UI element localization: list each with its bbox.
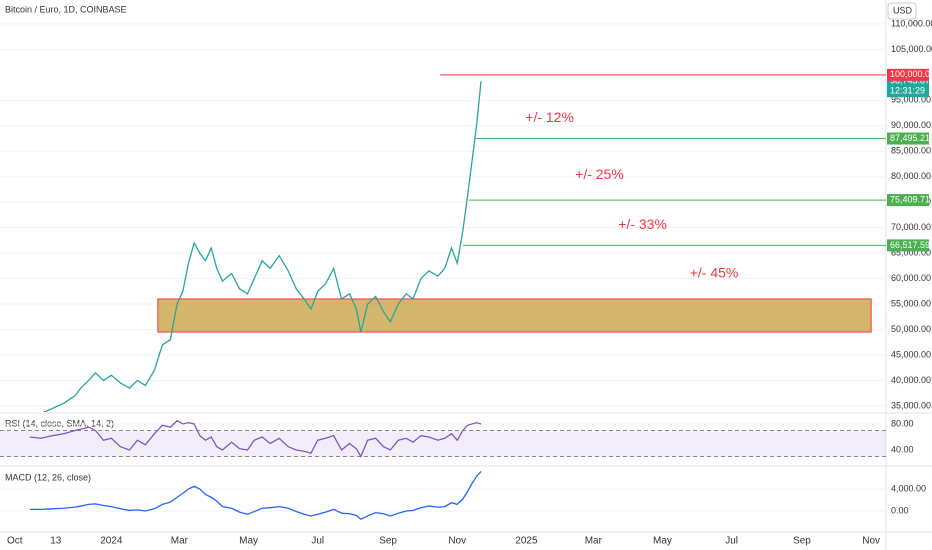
level-tag	[887, 194, 929, 207]
price-zone	[157, 298, 872, 333]
x-tick-label: 2025	[515, 536, 538, 547]
countdown-label: 12:31:29	[890, 86, 925, 96]
series-line	[29, 419, 482, 458]
currency-label[interactable]: USD	[893, 5, 913, 15]
x-tick-label: Nov	[448, 536, 466, 547]
y-tick-label: 90,000.00	[891, 120, 931, 130]
annotation: +/- 33%	[618, 216, 667, 232]
x-tick-label: Sep	[793, 536, 811, 547]
annotation: +/- 25%	[575, 166, 624, 182]
level-tag	[887, 132, 929, 145]
x-tick-label: May	[239, 536, 258, 547]
annotation: +/- 12%	[525, 109, 574, 125]
y-tick-label: 35,000.00	[891, 400, 931, 410]
y-tick-label: 0.00	[891, 505, 909, 515]
pane	[0, 23, 886, 412]
level-label: 100,000.00	[890, 69, 932, 79]
level-label: 66,517.59	[890, 240, 930, 250]
x-tick-label: Mar	[585, 536, 603, 547]
y-tick-label: 45,000.00	[891, 349, 931, 359]
symbol-title: Bitcoin / Euro, 1D, COINBASE	[5, 4, 127, 14]
x-tick-label: 13	[50, 536, 62, 547]
y-tick-label: 40,000.00	[891, 375, 931, 385]
rsi-band	[0, 430, 886, 457]
x-tick-label: Nov	[862, 536, 880, 547]
y-tick-label: 85,000.00	[891, 146, 931, 156]
y-tick-label: 70,000.00	[891, 222, 931, 232]
y-tick-label: 80,000.00	[891, 171, 931, 181]
pane	[0, 470, 886, 521]
series-line	[29, 470, 482, 521]
macd-title: MACD (12, 26, close)	[5, 472, 91, 482]
y-tick-label: 55,000.00	[891, 298, 931, 308]
level-label: 75,409.71	[890, 194, 930, 204]
annotation: +/- 45%	[690, 265, 739, 281]
level-label: 87,495.21	[890, 133, 930, 143]
x-tick-label: Mar	[171, 536, 189, 547]
level-tag	[887, 68, 929, 81]
y-tick-label: 95,000.00	[891, 95, 931, 105]
level-tag	[887, 239, 929, 252]
y-tick-label: 105,000.00	[891, 44, 932, 54]
y-tick-label: 40.00	[891, 444, 914, 454]
x-tick-label: Jul	[311, 536, 324, 547]
y-tick-label: 110,000.00	[891, 18, 932, 28]
x-tick-label: Oct	[7, 536, 23, 547]
y-tick-label: 50,000.00	[891, 324, 931, 334]
y-tick-label: 60,000.00	[891, 273, 931, 283]
x-tick-label: 2024	[100, 536, 123, 547]
series-line	[42, 81, 482, 412]
x-tick-label: Jul	[725, 536, 738, 547]
y-tick-label: 65,000.00	[891, 247, 931, 257]
y-tick-label: 80.00	[891, 418, 914, 428]
pane	[0, 419, 886, 458]
currency-button[interactable]	[887, 2, 917, 20]
y-tick-label: 4,000.00	[891, 483, 926, 493]
x-tick-label: May	[653, 536, 672, 547]
rsi-title: RSI (14, close, SMA, 14, 2)	[5, 418, 114, 428]
x-tick-label: Sep	[379, 536, 397, 547]
